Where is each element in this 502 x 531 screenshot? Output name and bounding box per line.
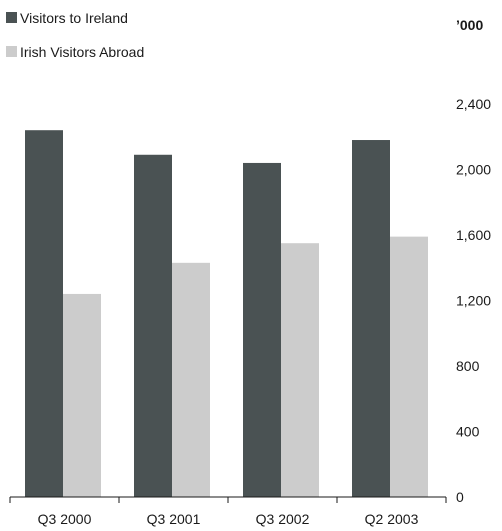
bar-irish-visitors-abroad-q3-2002 bbox=[281, 243, 319, 497]
x-axis: Q3 2000 Q3 2001 Q3 2002 Q2 2003 bbox=[9, 496, 447, 527]
x-tick-label: Q2 2003 bbox=[365, 511, 419, 527]
legend-swatch-visitors-to-ireland bbox=[6, 12, 17, 23]
legend: Visitors to Ireland Irish Visitors Abroa… bbox=[6, 10, 144, 60]
y-tick-label: 1,600 bbox=[456, 227, 491, 243]
y-tick-label: 2,000 bbox=[456, 162, 491, 178]
bars bbox=[25, 130, 428, 497]
bar-visitors-to-ireland-q3-2001 bbox=[134, 154, 172, 497]
unit-label: ’000 bbox=[456, 17, 483, 33]
bar-irish-visitors-abroad-q3-2001 bbox=[172, 262, 210, 497]
y-tick-label: 1,200 bbox=[456, 293, 491, 309]
y-tick-label: 2,400 bbox=[456, 96, 491, 112]
y-tick-label: 0 bbox=[456, 489, 464, 505]
y-tick-label: 400 bbox=[456, 424, 480, 440]
legend-label-irish-visitors-abroad: Irish Visitors Abroad bbox=[20, 44, 144, 60]
bar-visitors-to-ireland-q2-2003 bbox=[352, 140, 390, 497]
legend-label-visitors-to-ireland: Visitors to Ireland bbox=[20, 10, 128, 26]
legend-swatch-irish-visitors-abroad bbox=[6, 46, 17, 57]
bar-visitors-to-ireland-q3-2000 bbox=[25, 130, 63, 497]
bar-visitors-to-ireland-q3-2002 bbox=[243, 162, 281, 497]
x-tick-label: Q3 2000 bbox=[38, 511, 92, 527]
y-tick-label: 800 bbox=[456, 358, 480, 374]
bar-irish-visitors-abroad-q2-2003 bbox=[390, 236, 428, 497]
x-tick-label: Q3 2001 bbox=[147, 511, 201, 527]
bar-irish-visitors-abroad-q3-2000 bbox=[63, 293, 101, 497]
x-tick-label: Q3 2002 bbox=[256, 511, 310, 527]
y-axis-ticks: 0 400 800 1,200 1,600 2,000 2,400 bbox=[456, 96, 491, 505]
